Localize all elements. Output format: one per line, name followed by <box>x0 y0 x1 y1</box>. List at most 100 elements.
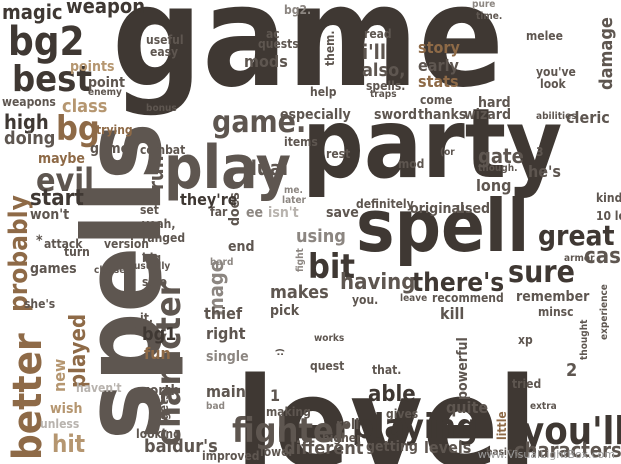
word-thought: thought <box>579 319 590 360</box>
word-recommend: recommend <box>432 291 504 305</box>
word-basic: basic <box>486 447 513 458</box>
word-hit: hit <box>52 430 86 458</box>
word-unless: unless <box>40 417 80 431</box>
word-melee: melee <box>526 29 563 43</box>
word-game: game, <box>90 141 134 157</box>
word-bonus: bonus <box>146 103 177 114</box>
word-or: (or <box>440 147 455 158</box>
word-probably: probably <box>4 195 34 312</box>
word-worth: worth <box>138 383 180 399</box>
word-2: 2 <box>566 360 578 381</box>
word-level: level <box>236 352 537 464</box>
word-mod: mod <box>398 157 425 171</box>
word-you: you. <box>352 293 379 307</box>
word-it: it, <box>140 311 153 325</box>
word-game: game. <box>212 105 307 140</box>
word-trying: trying <box>96 123 133 137</box>
word-best: best <box>12 59 92 100</box>
word-cleric: cleric <box>566 108 610 127</box>
word-works: works <box>314 333 345 344</box>
word-ee: ee <box>246 205 264 221</box>
word-later: later <box>282 195 306 206</box>
word-also: also, <box>362 60 406 81</box>
word-lower: lower <box>260 445 294 459</box>
word-thief: thief <box>204 304 243 323</box>
word-turn: turn <box>64 245 90 259</box>
word-looking: looking <box>136 427 181 441</box>
word-version: version <box>104 237 149 251</box>
word-items: items <box>284 135 318 149</box>
word-run: run <box>144 155 168 190</box>
word-pure: pure <box>472 0 496 10</box>
word-character: character <box>149 281 189 446</box>
word-party: party <box>302 88 563 200</box>
word-enemy: enemy <box>88 87 122 98</box>
word-hard: hard <box>478 95 511 111</box>
word-game: game <box>112 0 504 119</box>
word-far: far <box>210 205 228 219</box>
word-original: original <box>410 201 465 217</box>
word-sym-164: :) <box>275 348 286 356</box>
watermark-text: www.VisualLightBox.com <box>477 448 615 461</box>
word-bg2: bg2. <box>284 3 312 17</box>
word-xp: xp <box>518 333 533 347</box>
word-yeah: yeah, <box>142 217 176 231</box>
word-high: high <box>4 110 49 134</box>
word-bg: bg <box>56 109 100 149</box>
word-big: big <box>142 251 162 265</box>
word-attack: attack <box>44 237 83 251</box>
word-me: me. <box>284 185 303 196</box>
word-gate: gate <box>478 144 524 168</box>
word-new: new <box>50 358 69 392</box>
word-bg2: bg2 <box>8 19 85 65</box>
word-damage: damage <box>596 17 617 90</box>
word-baldur-s: baldur's <box>144 436 218 457</box>
word-gets: gets <box>157 393 171 420</box>
word-classes: classes <box>94 265 131 276</box>
word-fighter: fighter <box>232 411 349 451</box>
word-dual: dual <box>244 156 288 180</box>
word-extra: extra <box>530 401 557 412</box>
word-fun: fun <box>144 344 171 363</box>
word-useful: useful <box>146 33 184 47</box>
word-set: set <box>140 203 159 217</box>
word-spell: spell <box>356 184 530 268</box>
word-time: time. <box>476 11 503 22</box>
word-he-s: he's <box>528 162 561 181</box>
word-bg1: bg1 <box>142 324 177 345</box>
word-stats: stats <box>418 72 459 91</box>
word-long: long <box>476 176 512 195</box>
word-help: help <box>310 85 337 99</box>
word-come: come <box>420 93 453 107</box>
word-isn-t: isn't <box>268 205 299 221</box>
word-different: different <box>284 438 364 459</box>
word-mods: mods <box>244 52 288 71</box>
word-though: though. <box>478 163 518 174</box>
word-tried: tried <box>512 377 542 391</box>
word-cast: cast <box>584 244 621 269</box>
word-characters: characters <box>514 438 621 462</box>
word-sym-163: * <box>36 233 43 249</box>
word-quests: quests <box>258 37 299 51</box>
word-they-re: they're <box>180 190 238 209</box>
word-playing: playing <box>352 407 479 447</box>
word-experience: experience <box>599 284 610 340</box>
word-definitely: definitely <box>356 197 414 211</box>
word-1: 1 <box>270 386 281 405</box>
word-class: class <box>62 96 108 117</box>
word-i-ll: i'll <box>362 40 386 64</box>
word-main: main <box>206 382 246 401</box>
word-early: early <box>418 56 459 75</box>
word-solo: solo <box>142 275 167 289</box>
word-haven-t: haven't <box>76 381 122 395</box>
word-traps: traps <box>370 89 397 100</box>
word-rest: rest <box>326 147 351 161</box>
word-look: look <box>540 77 566 91</box>
word-3: 3 <box>536 145 544 159</box>
word-improved: improved <box>202 449 260 463</box>
word-won-t: won't <box>30 207 70 223</box>
word-abilities: abilities <box>536 111 577 122</box>
word-she-s: she's <box>24 297 56 311</box>
word-making: making <box>266 405 311 419</box>
